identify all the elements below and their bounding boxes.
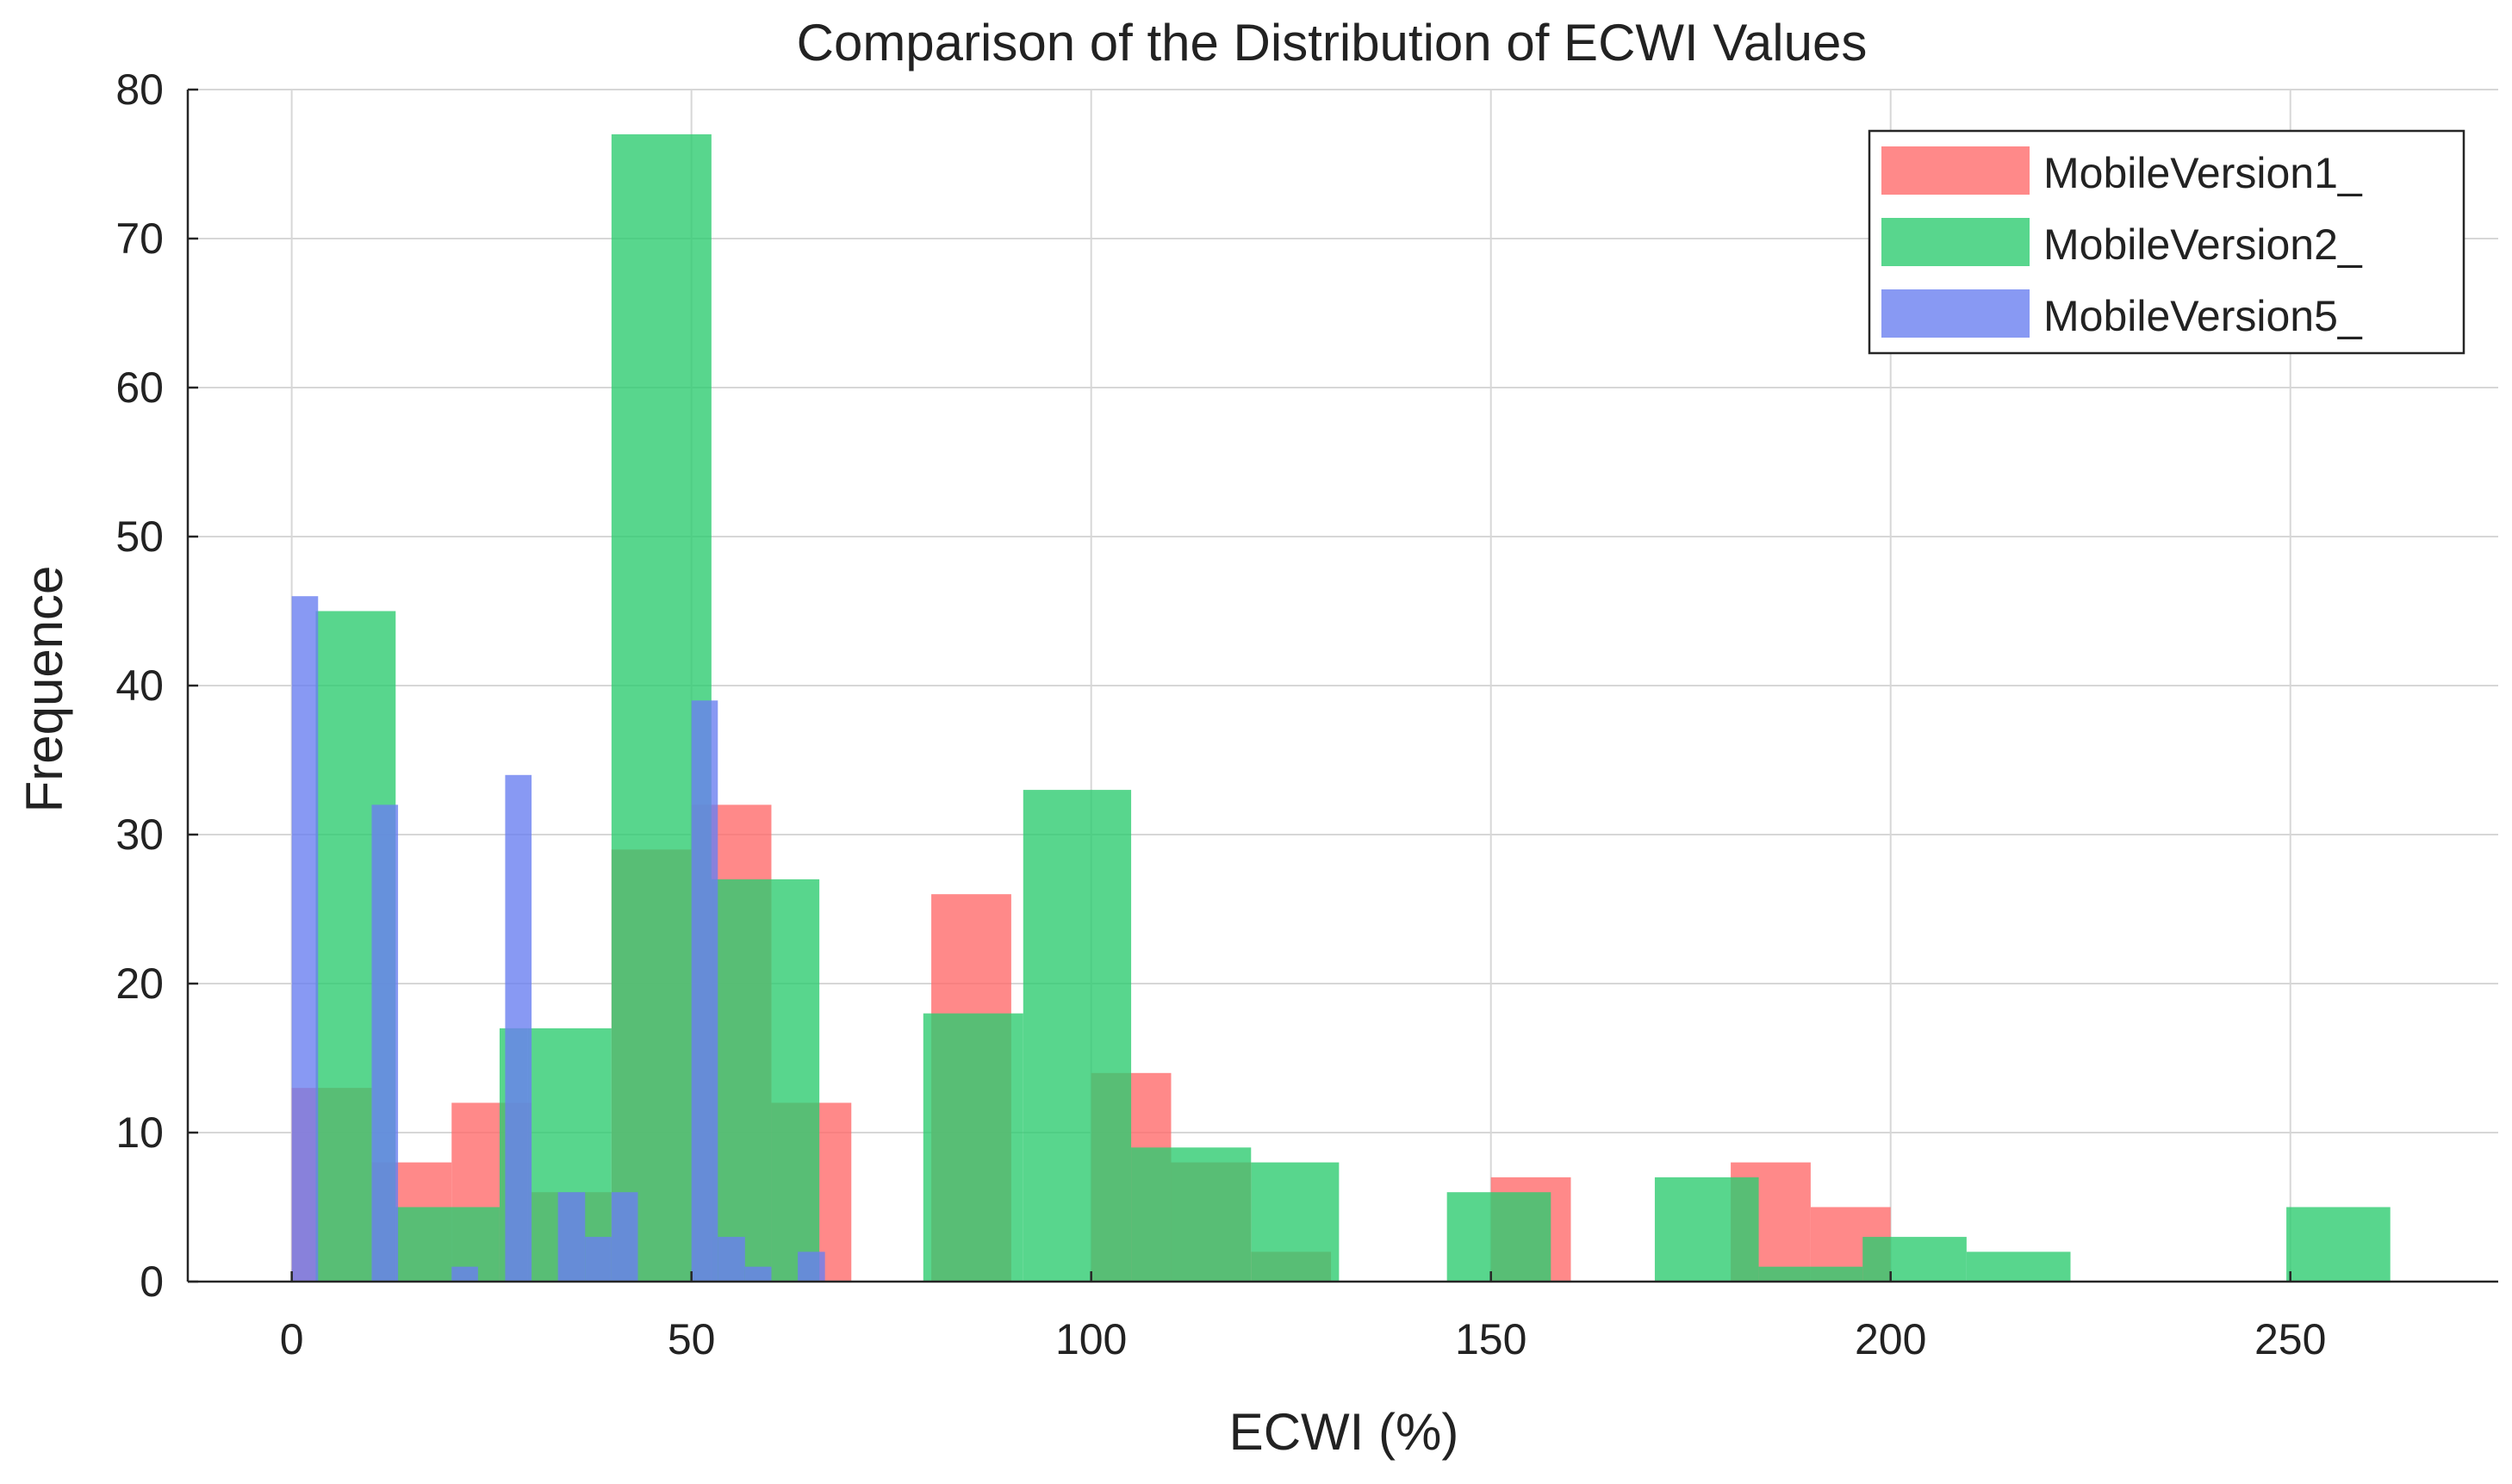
histogram-bar [395, 1207, 500, 1282]
x-tick-label: 150 [1455, 1315, 1526, 1363]
x-tick-label: 50 [668, 1315, 716, 1363]
histogram-bar [1966, 1251, 2071, 1282]
histogram-bar [923, 1013, 1023, 1282]
histogram-bar [1251, 1162, 1340, 1282]
legend-label-mobileversion2: MobileVersion2_ [2043, 220, 2363, 269]
histogram-bar [505, 774, 532, 1282]
histogram-bar [691, 700, 718, 1282]
histogram-bar [718, 1237, 745, 1282]
histogram-bar [2286, 1207, 2391, 1282]
histogram-bar [771, 879, 820, 1282]
legend-swatch-mobileversion2 [1881, 218, 2030, 266]
y-tick-label: 0 [140, 1257, 164, 1306]
legend-swatch-mobileversion1 [1881, 146, 2030, 195]
y-axis-label: Frequence [16, 566, 73, 813]
legend-swatch-mobileversion5 [1881, 289, 2030, 338]
y-tick-label: 80 [115, 65, 164, 114]
histogram-bar [611, 1192, 638, 1282]
x-tick-label: 200 [1855, 1315, 1926, 1363]
y-tick-label: 70 [115, 214, 164, 263]
y-tick-label: 50 [115, 512, 164, 561]
x-tick-label: 0 [280, 1315, 304, 1363]
legend-label-mobileversion1: MobileVersion1_ [2043, 149, 2363, 197]
legend-label-mobileversion5: MobileVersion5_ [2043, 292, 2363, 340]
histogram-bar [557, 1192, 586, 1282]
ticks-layer: 0 50 100 150 200 250 0 10 20 30 40 50 60 70 80 [115, 65, 2326, 1363]
histogram-bar [371, 804, 399, 1282]
histogram-bar [1446, 1192, 1551, 1282]
x-tick-label: 250 [2254, 1315, 2326, 1363]
chart-title: Comparison of the Distribution of ECWI V… [797, 14, 1868, 71]
y-tick-label: 30 [115, 810, 164, 859]
legend: MobileVersion1_ MobileVersion2_ MobileVe… [1868, 129, 2465, 355]
histogram-bar [1654, 1177, 1759, 1282]
histogram-bar [1131, 1147, 1172, 1282]
histogram-bar [1758, 1266, 1863, 1282]
histogram-bar [711, 879, 772, 1282]
y-tick-label: 20 [115, 959, 164, 1008]
histogram-bar [1862, 1237, 1967, 1282]
histogram-bar [585, 1237, 612, 1282]
bars-layer [291, 133, 2391, 1282]
y-tick-label: 60 [115, 363, 164, 412]
x-tick-label: 100 [1055, 1315, 1127, 1363]
histogram-bar [451, 1266, 478, 1282]
y-tick-label: 40 [115, 661, 164, 710]
histogram-bar [1023, 790, 1132, 1282]
series-mobileversion5 [291, 596, 825, 1282]
x-axis-label: ECWI (%) [1229, 1403, 1459, 1461]
histogram-bar [744, 1266, 772, 1282]
y-tick-label: 10 [115, 1108, 164, 1157]
histogram-bar [798, 1251, 825, 1282]
histogram-bar [291, 596, 319, 1282]
histogram-bar [1171, 1147, 1252, 1282]
